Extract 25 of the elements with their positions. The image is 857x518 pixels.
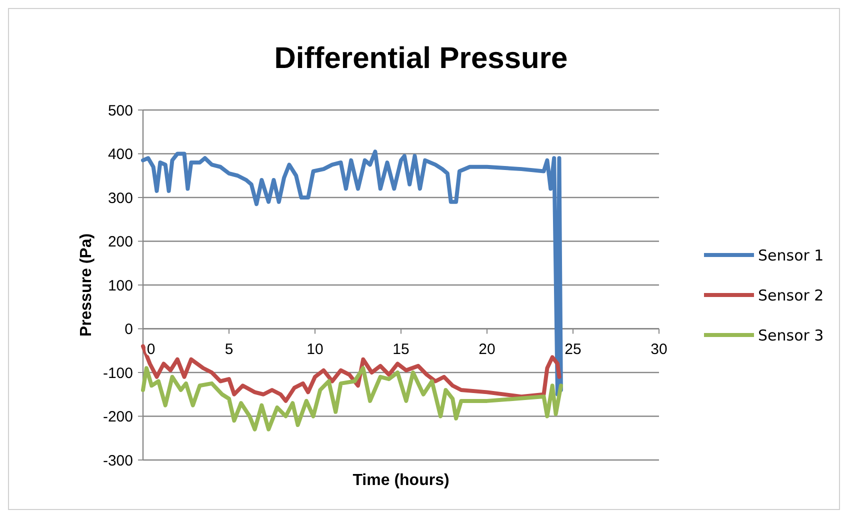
legend-label: Sensor 3	[758, 326, 824, 344]
y-tick-label: 500	[108, 102, 133, 120]
x-axis-title: Time (hours)	[352, 472, 450, 489]
x-tick-label: 0	[146, 340, 156, 358]
y-tick-label: 200	[108, 234, 133, 250]
y-tick-label: -300	[102, 452, 133, 470]
x-tick-label: 25	[564, 340, 582, 358]
y-tick-label: -100	[102, 364, 133, 382]
y-tick-label: 300	[108, 190, 133, 207]
line-series	[141, 366, 563, 432]
chart-title: Differential Pressure	[274, 42, 568, 75]
line-series	[141, 344, 562, 403]
y-tick-label: 100	[108, 277, 133, 294]
y-tick-label: 400	[108, 146, 133, 163]
x-tick-label: 15	[392, 340, 410, 358]
x-tick-label: 20	[478, 340, 496, 358]
x-tick-label: 10	[306, 340, 324, 358]
line-series	[141, 150, 563, 396]
y-tick-label: 0	[124, 321, 133, 338]
y-tick-label: -200	[102, 408, 133, 426]
y-axis-title: Pressure (Pa)	[78, 233, 95, 337]
x-tick-label: 5	[224, 340, 234, 358]
legend-label: Sensor 2	[758, 286, 824, 304]
x-tick-label: 30	[650, 340, 668, 358]
legend-label: Sensor 1	[758, 246, 824, 264]
